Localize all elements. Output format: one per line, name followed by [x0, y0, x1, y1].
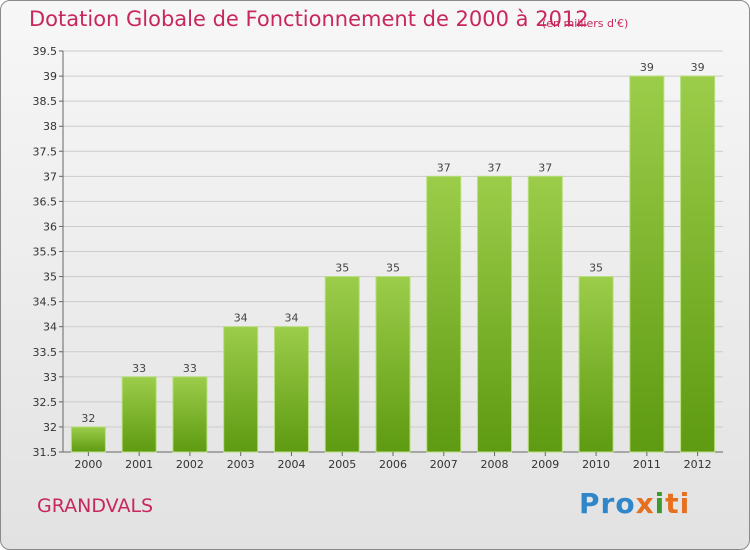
bar	[172, 376, 208, 453]
y-tick-label: 36	[43, 220, 57, 233]
bar-value-label: 33	[132, 362, 146, 375]
logo-part: Pro	[579, 487, 636, 520]
chart-units: (en milliers d'€)	[542, 17, 629, 30]
x-tick-label: 2008	[481, 458, 509, 471]
bar-value-label: 35	[335, 262, 349, 275]
bar	[70, 426, 106, 453]
y-tick-label: 36.5	[33, 195, 58, 208]
x-tick-label: 2009	[531, 458, 559, 471]
y-tick-label: 39.5	[33, 45, 58, 58]
bar-value-label: 33	[183, 362, 197, 375]
bar-value-label: 32	[81, 412, 95, 425]
y-tick-label: 37	[43, 170, 57, 183]
x-tick-label: 2004	[277, 458, 305, 471]
bar	[477, 175, 513, 453]
bar-value-label: 35	[386, 262, 400, 275]
commune-name: GRANDVALS	[37, 495, 154, 517]
proxiti-logo[interactable]: Proxiti	[579, 487, 690, 520]
bar	[426, 175, 462, 453]
y-tick-label: 34.5	[33, 296, 58, 309]
y-tick-label: 32	[43, 421, 57, 434]
x-tick-label: 2010	[582, 458, 610, 471]
y-tick-label: 39	[43, 70, 57, 83]
bar-value-label: 39	[691, 61, 705, 74]
y-tick-label: 35.5	[33, 246, 58, 259]
logo-part: ti	[665, 487, 691, 520]
y-tick-label: 32.5	[33, 396, 58, 409]
bar-value-label: 37	[437, 161, 451, 174]
bar	[273, 326, 309, 453]
bar	[680, 75, 716, 453]
logo-part: x	[635, 487, 655, 520]
y-tick-label: 38.5	[33, 95, 58, 108]
y-tick-label: 38	[43, 120, 57, 133]
x-tick-label: 2003	[227, 458, 255, 471]
bar-value-label: 34	[234, 312, 248, 325]
bar	[223, 326, 259, 453]
x-tick-label: 2005	[328, 458, 356, 471]
logo-part: i	[654, 487, 666, 520]
x-tick-label: 2007	[430, 458, 458, 471]
y-tick-label: 33	[43, 371, 57, 384]
x-tick-label: 2002	[176, 458, 204, 471]
bar	[629, 75, 665, 453]
bar-value-label: 37	[488, 161, 502, 174]
x-tick-label: 2011	[633, 458, 661, 471]
chart-title: Dotation Globale de Fonctionnement de 20…	[29, 7, 589, 31]
bar-value-label: 39	[640, 61, 654, 74]
bar	[121, 376, 157, 453]
y-tick-label: 31.5	[33, 446, 58, 459]
bar-value-label: 35	[589, 262, 603, 275]
x-tick-label: 2000	[74, 458, 102, 471]
bar-value-label: 37	[538, 161, 552, 174]
x-tick-label: 2001	[125, 458, 153, 471]
y-tick-label: 33.5	[33, 346, 58, 359]
bar-value-label: 34	[284, 312, 298, 325]
bar	[527, 175, 563, 453]
bar	[578, 276, 614, 453]
y-tick-label: 37.5	[33, 145, 58, 158]
bar	[324, 276, 360, 453]
bar	[375, 276, 411, 453]
x-tick-label: 2012	[684, 458, 712, 471]
y-tick-label: 34	[43, 321, 57, 334]
y-tick-label: 35	[43, 271, 57, 284]
x-tick-label: 2006	[379, 458, 407, 471]
